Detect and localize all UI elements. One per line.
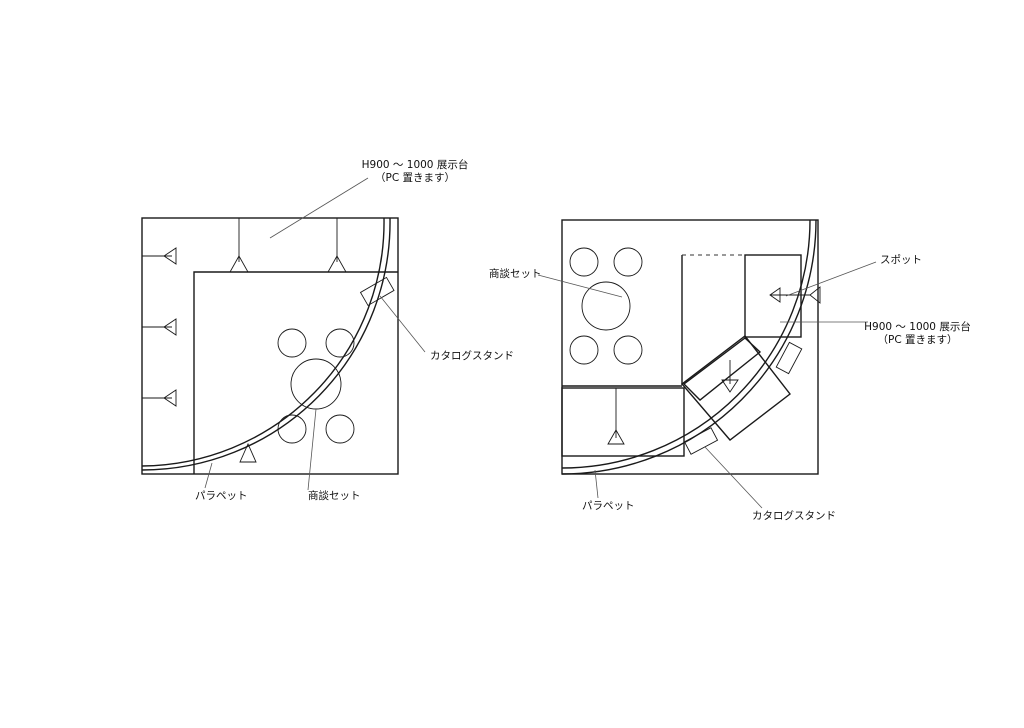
right-lower-counter [561,387,685,457]
left-top-spotlight-2 [327,218,347,273]
left-catalog-stand-label: カタログスタンド [430,350,514,362]
right-meeting-set-label: 商談セット [489,268,542,280]
right-booth-outline [561,219,819,475]
right-spotlight-1 [769,286,821,304]
left-display-stand-title: H900 〜 1000 展示台 [361,159,469,171]
right-display-stand [744,254,802,338]
right-catalog-stand-label: カタログスタンド [752,510,836,522]
left-parapet-arc-outer [141,217,391,471]
left-bottom-spotlight [239,442,257,463]
left-parapet-arc-inner [141,217,385,467]
left-booth-plan [141,177,426,491]
right-catalog-leader [704,446,763,509]
right-spot-leader [785,261,877,297]
left-meeting-leader [307,408,317,491]
left-top-spotlight-1 [229,218,249,273]
right-booth-plan [537,219,877,509]
right-display-stand-label: H900 〜 1000 展示台 （PC 置きます） [860,321,975,347]
right-catalog-stand-1 [775,341,803,375]
left-display-stand-leader [269,177,369,239]
left-display-stand-note: （PC 置きます） [374,172,455,184]
right-meeting-leader [537,274,623,298]
right-angled-counter-2 [682,337,762,401]
right-spotlight-3 [721,360,739,393]
left-wall-spotlight-2 [142,318,177,336]
left-l-counter [193,271,398,474]
right-parapet-label: パラペット [582,500,635,512]
left-booth-outline [141,217,399,475]
right-catalog-stand-2 [683,427,719,455]
right-spotlight-2 [607,388,625,445]
left-parapet-label: パラペット [195,490,248,502]
left-catalog-leader [379,295,426,353]
right-display-stand-title: H900 〜 1000 展示台 [864,321,971,333]
right-parapet-arc-inner [561,219,811,469]
right-spot-label: スポット [880,254,922,266]
right-parapet-arc-outer [561,219,817,475]
right-meeting-set [569,247,643,365]
left-wall-spotlight-3 [142,389,177,407]
right-display-stand-note: （PC 置きます） [877,334,958,346]
left-meeting-set [277,328,355,444]
left-display-stand-label: H900 〜 1000 展示台 （PC 置きます） [360,159,470,185]
left-wall-spotlight-1 [142,247,177,265]
right-parapet-leader [594,469,599,499]
left-parapet-leader [204,462,213,489]
left-catalog-stand [359,276,395,307]
right-angled-counter-1 [680,335,791,441]
left-meeting-set-label: 商談セット [308,490,361,502]
